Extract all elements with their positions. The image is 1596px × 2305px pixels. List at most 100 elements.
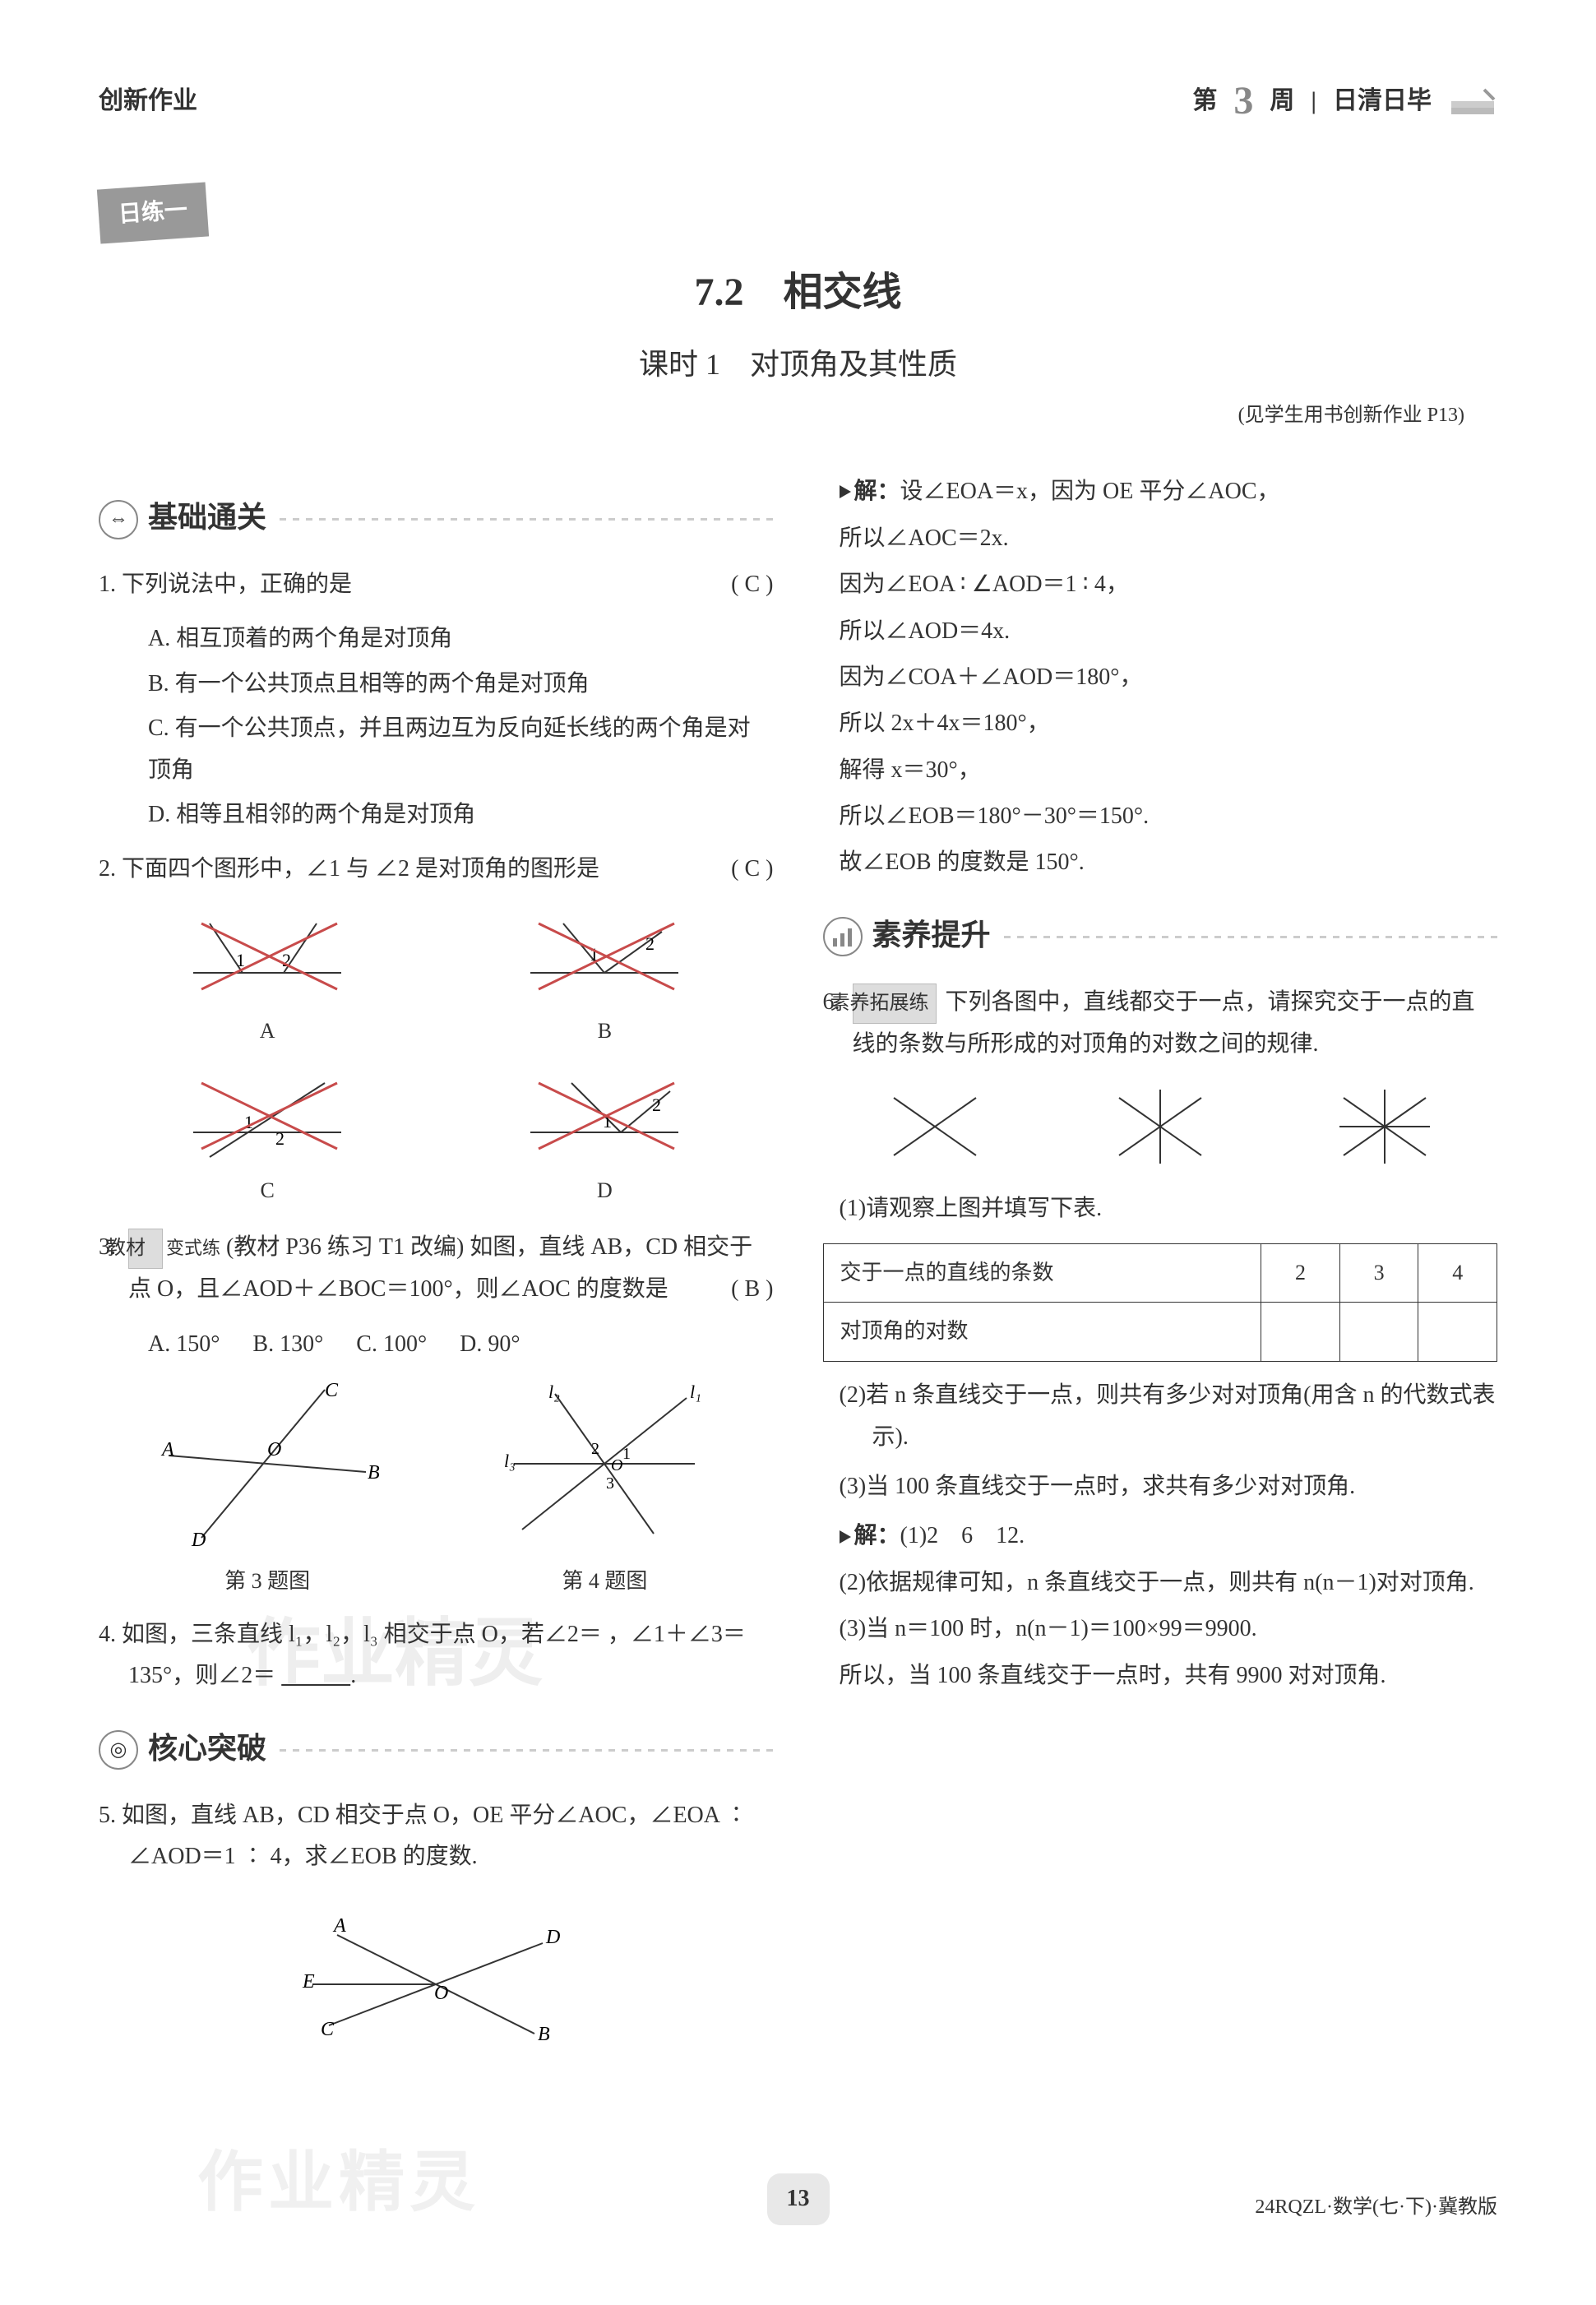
- angle-diagram-icon: 1 2: [514, 1067, 695, 1165]
- q6-sub3: (3)当 100 条直线交于一点时，求共有多少对对顶角.: [840, 1466, 1498, 1507]
- header-right: 第 3 周 | 日清日毕: [1192, 66, 1497, 137]
- q6-table: 交于一点的直线的条数 2 3 4 对顶角的对数: [823, 1243, 1498, 1363]
- svg-text:O: O: [434, 1983, 448, 2004]
- q6-sol-l3: (3)当 n＝100 时，n(n－1)＝100×99＝9900.: [840, 1608, 1498, 1650]
- q1-option-a: A. 相互顶着的两个角是对顶角: [99, 618, 774, 660]
- table-row: 交于一点的直线的条数 2 3 4: [823, 1243, 1497, 1303]
- q5-figure-row: A B C D E O: [99, 1894, 774, 2058]
- content-columns: ⇔ 基础通关 1. 下列说法中，正确的是 ( C ) A. 相互顶着的两个角是对…: [99, 466, 1497, 2075]
- q6-sol-l2: (2)依据规律可知，n 条直线交于一点，则共有 n(n－1)对对顶角.: [840, 1562, 1498, 1604]
- footer-right: 24RQZL·数学(七·下)·冀教版: [1255, 2190, 1497, 2225]
- header-tag: 日清日毕: [1333, 79, 1432, 123]
- svg-text:C: C: [325, 1382, 339, 1401]
- q2-figure-c: 1 2 C: [177, 1067, 358, 1210]
- solve-prefix-icon: 解：: [840, 1516, 900, 1557]
- sol-l2: 因为∠EOA ∶ ∠AOD＝1 ∶ 4，: [840, 564, 1498, 605]
- section-divider: [280, 1749, 773, 1752]
- section-core-header: ◎ 核心突破: [99, 1722, 774, 1779]
- intersecting-lines-icon: A B C D O: [152, 1382, 382, 1546]
- row1-header: 交于一点的直线的条数: [823, 1243, 1261, 1303]
- question-6: 6. 素养拓展练 下列各图中，直线都交于一点，请探究交于一点的直线的条数与所形成…: [823, 982, 1498, 1066]
- right-column: 解：设∠EOA＝x，因为 OE 平分∠AOC， 所以∠AOC＝2x. 因为∠EO…: [823, 466, 1498, 2075]
- svg-text:D: D: [191, 1530, 206, 1546]
- angle-diagram-icon: 1 2: [177, 907, 358, 1006]
- sol-l5: 所以 2x＋4x＝180°，: [840, 703, 1498, 744]
- practice-badge: 日练一: [97, 183, 209, 244]
- section-core-title: 核心突破: [148, 1722, 266, 1779]
- svg-text:C: C: [321, 2019, 335, 2040]
- row2-header: 对顶角的对数: [823, 1303, 1261, 1362]
- question-2: 2. 下面四个图形中，∠1 与 ∠2 是对顶角的图形是 ( C ): [99, 849, 774, 890]
- q6-solution: 解：(1)2 6 12. (2)依据规律可知，n 条直线交于一点，则共有 n(n…: [823, 1516, 1498, 1696]
- left-column: ⇔ 基础通关 1. 下列说法中，正确的是 ( C ) A. 相互顶着的两个角是对…: [99, 466, 774, 2075]
- q2-stem: 2. 下面四个图形中，∠1 与 ∠2 是对顶角的图形是: [99, 856, 599, 882]
- main-title: 7.2 相交线: [99, 257, 1497, 328]
- table-row: 对顶角的对数: [823, 1303, 1497, 1362]
- q2-label-b: B: [514, 1012, 695, 1051]
- question-5: 5. 如图，直线 AB，CD 相交于点 O，OE 平分∠AOC，∠EOA ∶ ∠…: [99, 1795, 774, 1878]
- section-divider: [280, 518, 773, 521]
- q6-diagrams: [823, 1081, 1498, 1172]
- header-separator: |: [1311, 79, 1316, 123]
- q6-badge: 素养拓展练: [853, 984, 937, 1024]
- svg-text:A: A: [160, 1439, 174, 1460]
- q4-caption: 第 4 题图: [562, 1562, 647, 1601]
- three-lines-star-icon: [1103, 1081, 1218, 1172]
- q4-stem: 4. 如图，三条直线 l₁，l₂，l₃ 相交于点 O，若∠2＝ ，∠1＋∠3＝1…: [99, 1622, 746, 1688]
- cell: 2: [1261, 1243, 1340, 1303]
- q6-sub2: (2)若 n 条直线交于一点，则共有多少对对顶角(用含 n 的代数式表示).: [840, 1375, 1498, 1458]
- four-lines-star-icon: [1327, 1081, 1442, 1172]
- q2-label-a: A: [177, 1012, 358, 1051]
- q5-figure: A B C D E O: [288, 1894, 584, 2058]
- section-basic-title: 基础通关: [148, 491, 266, 548]
- q3-option-d: D. 90°: [460, 1324, 520, 1365]
- q6-sub1: (1)请观察上图并填写下表.: [840, 1188, 1498, 1229]
- cell: 4: [1418, 1243, 1497, 1303]
- q3-option-b: B. 130°: [252, 1324, 323, 1365]
- solve-label: 解：: [854, 1516, 900, 1557]
- q3-badge: 教材: [128, 1229, 163, 1269]
- svg-text:O: O: [267, 1439, 281, 1460]
- q3-badge-sub: 变式练: [166, 1238, 220, 1258]
- q3-q4-figures: A B C D O l₂ l₁ l₃ 1 2 3: [99, 1382, 774, 1546]
- q2-answer: ( C ): [761, 849, 773, 890]
- svg-text:1: 1: [622, 1445, 631, 1463]
- header-left: 创新作业: [99, 79, 197, 123]
- svg-text:B: B: [538, 2024, 550, 2045]
- two-lines-icon: [877, 1081, 992, 1172]
- question-1: 1. 下列说法中，正确的是 ( C ): [99, 564, 774, 605]
- page-number: 13: [767, 2173, 830, 2224]
- sub-title: 课时 1 对顶角及其性质: [99, 338, 1497, 391]
- cell: [1418, 1303, 1497, 1362]
- cell: [1261, 1303, 1340, 1362]
- section-basic-header: ⇔ 基础通关: [99, 491, 774, 548]
- week-suffix: 周: [1270, 79, 1294, 123]
- svg-text:2: 2: [652, 1095, 661, 1115]
- figure-captions: 第 3 题图 第 4 题图: [99, 1562, 774, 1601]
- q6-sol-l1: (1)2 6 12.: [900, 1524, 1025, 1549]
- cell: [1339, 1303, 1418, 1362]
- week-number: 3: [1233, 66, 1253, 137]
- q1-answer: ( C ): [761, 564, 773, 605]
- q1-option-b: B. 有一个公共顶点且相等的两个角是对顶角: [99, 664, 774, 705]
- q3-option-c: C. 100°: [356, 1324, 427, 1365]
- question-4: 4. 如图，三条直线 l₁，l₂，l₃ 相交于点 O，若∠2＝ ，∠1＋∠3＝1…: [99, 1614, 774, 1697]
- q3-stem: (教材 P36 练习 T1 改编) 如图，直线 AB，CD 相交于点 O，且∠A…: [128, 1234, 752, 1302]
- question-3: 3. 教材变式练 (教材 P36 练习 T1 改编) 如图，直线 AB，CD 相…: [99, 1227, 774, 1311]
- angle-bisector-icon: A B C D E O: [288, 1894, 584, 2058]
- svg-text:l₁: l₁: [690, 1382, 701, 1402]
- watermark-footer: 作业精灵: [197, 2123, 480, 2242]
- q2-label-d: D: [514, 1172, 695, 1210]
- section-divider: [1004, 936, 1497, 938]
- q2-figure-a: 1 2 A: [177, 907, 358, 1051]
- section-literacy-title: 素养提升: [872, 909, 991, 965]
- q3-answer: ( B ): [761, 1269, 773, 1310]
- q5-stem: 5. 如图，直线 AB，CD 相交于点 O，OE 平分∠AOC，∠EOA ∶ ∠…: [99, 1803, 747, 1869]
- book-icon: [1448, 85, 1497, 118]
- svg-text:2: 2: [275, 1128, 285, 1149]
- svg-text:l₃: l₃: [504, 1451, 516, 1471]
- page-header: 创新作业 第 3 周 | 日清日毕: [99, 66, 1497, 137]
- svg-text:1: 1: [236, 950, 245, 970]
- svg-text:O: O: [611, 1456, 622, 1474]
- section-literacy-header: 素养提升: [823, 909, 1498, 965]
